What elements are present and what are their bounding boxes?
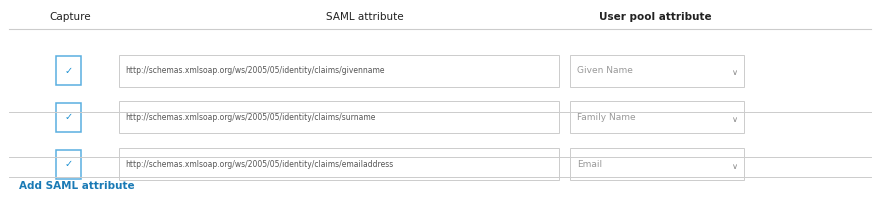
Text: http://schemas.xmlsoap.org/ws/2005/05/identity/claims/emailaddress: http://schemas.xmlsoap.org/ws/2005/05/id… [125,160,393,169]
FancyBboxPatch shape [56,103,81,132]
Text: Given Name: Given Name [577,66,633,75]
FancyBboxPatch shape [119,148,559,180]
FancyBboxPatch shape [570,101,744,133]
Text: ✓: ✓ [64,159,73,169]
Text: ✓: ✓ [64,112,73,122]
Text: ✓: ✓ [64,66,73,76]
Text: Family Name: Family Name [577,113,636,122]
Text: ∨: ∨ [732,162,737,171]
FancyBboxPatch shape [570,148,744,180]
FancyBboxPatch shape [570,55,744,87]
Text: Add SAML attribute: Add SAML attribute [19,181,135,191]
Text: ∨: ∨ [732,115,737,124]
Text: User pool attribute: User pool attribute [599,12,712,22]
FancyBboxPatch shape [119,101,559,133]
FancyBboxPatch shape [56,56,81,85]
FancyBboxPatch shape [56,150,81,179]
Text: ∨: ∨ [732,68,737,77]
Text: Email: Email [577,160,603,169]
FancyBboxPatch shape [119,55,559,87]
Text: http://schemas.xmlsoap.org/ws/2005/05/identity/claims/surname: http://schemas.xmlsoap.org/ws/2005/05/id… [125,113,376,122]
Text: http://schemas.xmlsoap.org/ws/2005/05/identity/claims/givenname: http://schemas.xmlsoap.org/ws/2005/05/id… [125,66,385,75]
Text: SAML attribute: SAML attribute [326,12,404,22]
Text: Capture: Capture [49,12,92,22]
